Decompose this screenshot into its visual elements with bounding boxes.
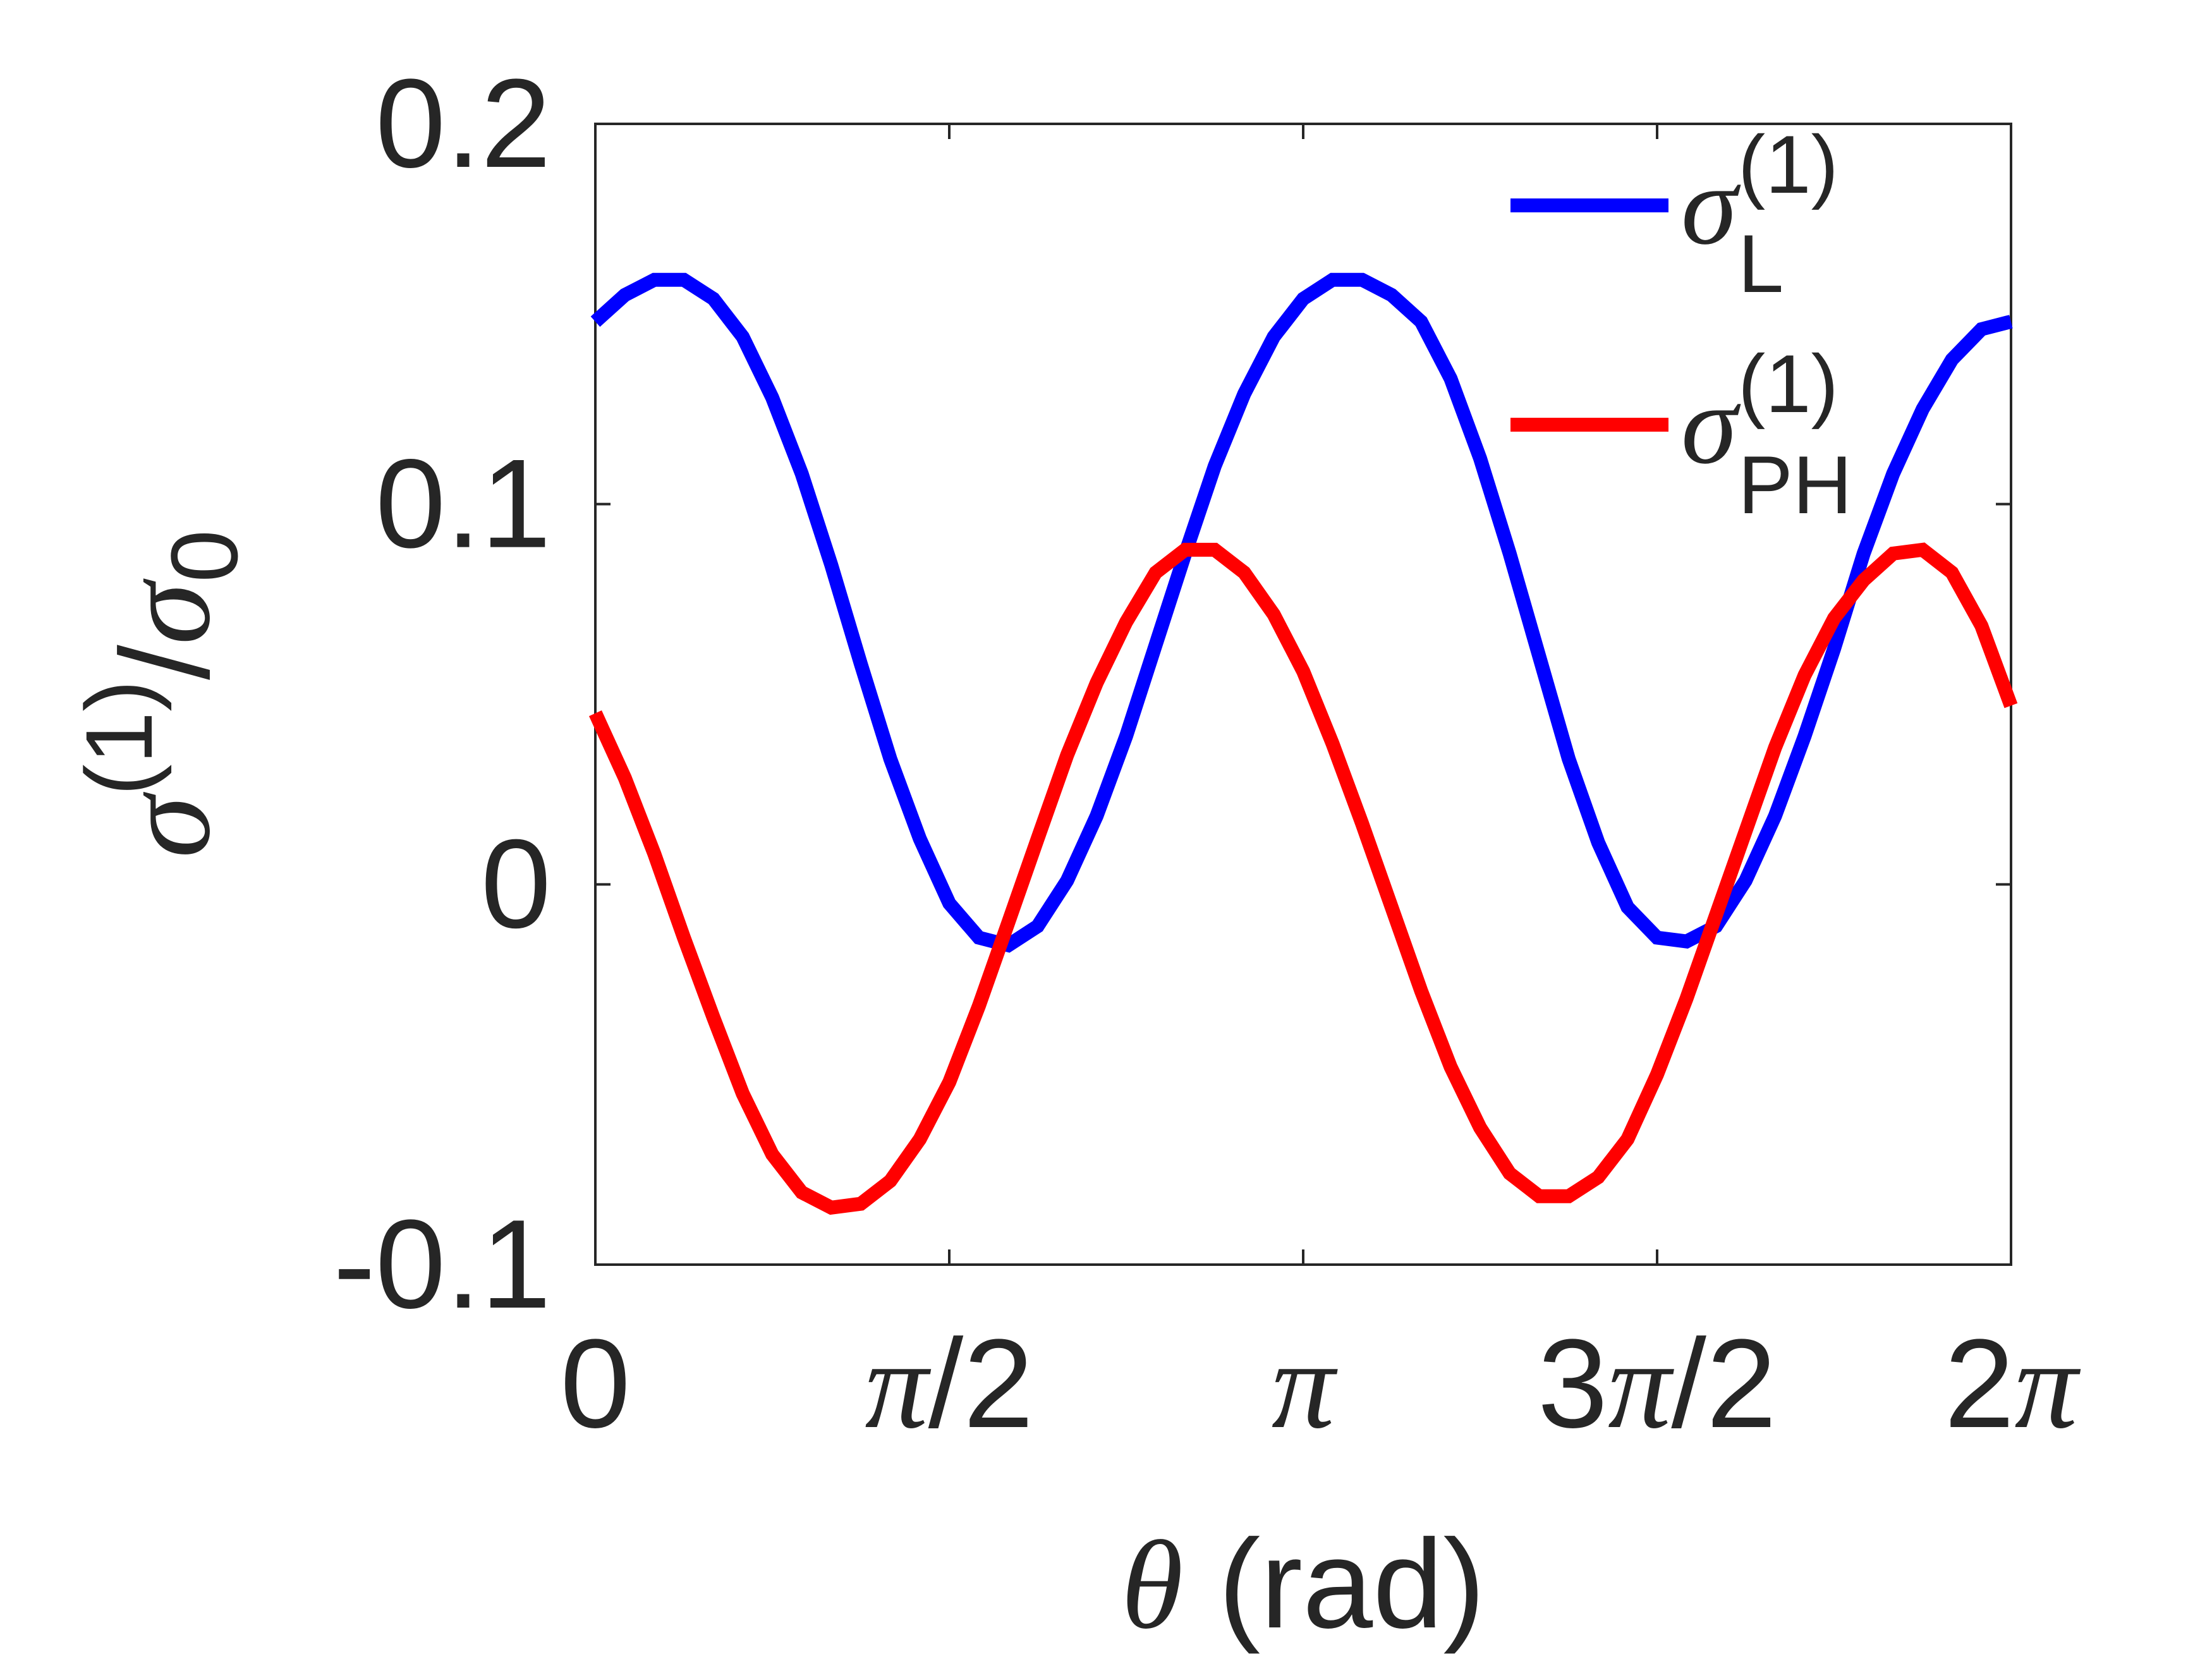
x-tick-labels: 0 π/2 π 3π/2 2π: [560, 1313, 2081, 1455]
svg-text:σ(1)/σ0: σ(1)/σ0: [66, 530, 257, 858]
y-tick-labels: 0.2 0.1 0 -0.1: [333, 53, 551, 1335]
y-tick-label: -0.1: [333, 1194, 551, 1335]
y-label-sub: 0: [151, 530, 257, 582]
x-label-theta: θ: [1121, 1516, 1183, 1655]
legend-label-PH: σ(1) PH: [1681, 337, 1852, 531]
x-tick-label: 3π/2: [1538, 1313, 1777, 1455]
y-tick-label: 0.2: [375, 53, 551, 194]
series-line-PH: [588, 542, 2018, 1215]
x-tick-label: 0: [560, 1313, 630, 1454]
y-label-sup: (1): [66, 680, 172, 796]
x-tick-label: π/2: [865, 1313, 1033, 1455]
y-axis-label: σ(1)/σ0: [66, 530, 257, 858]
series-line-L: [590, 272, 2013, 953]
y-label-sigma: σ: [97, 792, 236, 858]
y-label-sigma0: σ: [97, 578, 236, 645]
y-tick-label: 0: [481, 813, 551, 954]
x-axis-label: θ (rad): [1121, 1514, 1485, 1655]
plot-frame: [594, 123, 2012, 1266]
series-lines: [588, 272, 2018, 1215]
x-tick-label: 2π: [1944, 1313, 2081, 1455]
y-label-slash: /: [95, 645, 236, 680]
x-label-unit: (rad): [1183, 1514, 1485, 1655]
legend: σ(1) L σ(1) PH: [1510, 118, 1852, 531]
axis-ticks: [594, 123, 2012, 1266]
legend-label-L: σ(1) L: [1681, 118, 1838, 310]
y-tick-label: 0.1: [375, 434, 551, 574]
x-tick-label: π: [1272, 1315, 1338, 1455]
